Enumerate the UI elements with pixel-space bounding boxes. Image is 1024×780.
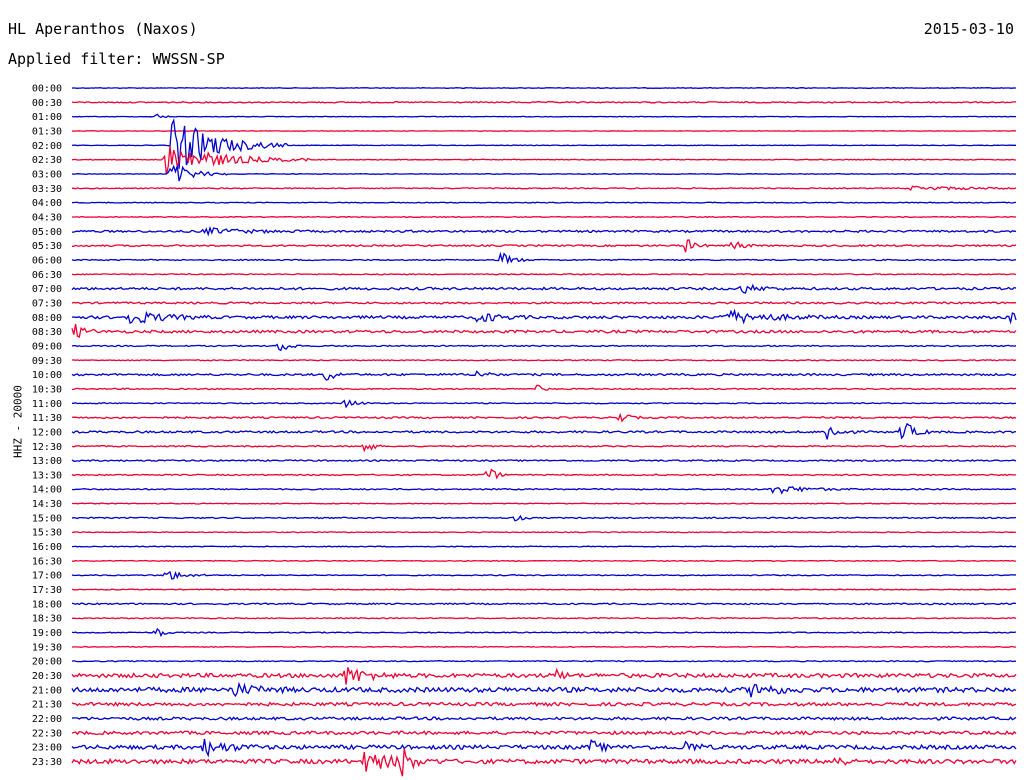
seismic-trace: [71, 323, 1017, 338]
seismic-trace: [71, 118, 1016, 169]
seismic-trace: [71, 370, 1017, 381]
row-time-label: 08:30: [32, 327, 62, 338]
seismic-trace: [71, 738, 1017, 758]
row-time-label: 02:30: [32, 155, 62, 166]
row-time-label: 06:00: [32, 255, 62, 266]
row-time-label: 17:00: [32, 571, 62, 582]
row-time-label: 04:00: [32, 198, 62, 209]
seismic-trace: [71, 748, 1017, 777]
row-time-label: 18:30: [32, 614, 62, 625]
seismic-trace: [71, 412, 1017, 423]
row-time-label: 09:00: [32, 341, 62, 352]
seismic-trace: [72, 239, 1017, 253]
seismic-trace: [72, 399, 1016, 409]
seismic-trace: [71, 185, 1017, 191]
seismic-trace: [71, 459, 1017, 463]
seismic-trace: [71, 384, 1017, 391]
row-time-label: 01:30: [32, 126, 62, 137]
row-time-label: 17:30: [32, 585, 62, 596]
row-time-label: 09:30: [32, 356, 62, 367]
row-time-label: 07:30: [32, 298, 62, 309]
seismic-trace: [71, 570, 1017, 580]
seismic-trace: [71, 545, 1017, 548]
row-time-label: 22:30: [32, 728, 62, 739]
row-time-label: 12:00: [32, 427, 62, 438]
seismic-trace: [71, 502, 1017, 505]
row-time-label: 19:00: [32, 628, 62, 639]
seismic-trace: [71, 301, 1017, 305]
seismic-trace: [71, 667, 1017, 685]
row-time-label: 15:30: [32, 528, 62, 539]
seismic-trace: [71, 716, 1017, 721]
row-time-label: 10:00: [32, 370, 62, 381]
seismic-trace: [71, 164, 1017, 182]
row-time-label: 05:30: [32, 241, 62, 252]
seismic-trace: [71, 145, 1017, 175]
row-time-label: 20:30: [32, 671, 62, 682]
seismic-trace: [71, 273, 1017, 276]
seismic-trace: [71, 616, 1017, 620]
row-time-label: 21:30: [32, 700, 62, 711]
seismic-trace: [71, 113, 1017, 119]
row-time-label: 19:30: [32, 642, 62, 653]
seismic-trace: [71, 422, 1017, 440]
row-time-label: 23:00: [32, 743, 62, 754]
row-time-label: 12:30: [32, 442, 62, 453]
row-time-label: 15:00: [32, 513, 62, 524]
row-time-label: 03:00: [32, 169, 62, 180]
row-time-label: 16:00: [32, 542, 62, 553]
row-time-label: 14:00: [32, 485, 62, 496]
row-time-label: 21:00: [32, 685, 62, 696]
seismic-trace: [71, 308, 1017, 325]
seismic-trace: [71, 343, 1017, 352]
seismic-trace: [71, 100, 1017, 104]
row-time-label: 14:30: [32, 499, 62, 510]
date-label: 2015-03-10: [923, 20, 1014, 38]
row-time-label: 00:30: [32, 98, 62, 109]
row-time-label: 10:30: [32, 384, 62, 395]
seismic-trace: [71, 659, 1017, 663]
row-time-label: 00:00: [32, 84, 62, 95]
row-time-label: 22:00: [32, 714, 62, 725]
seismic-trace: [71, 359, 1017, 362]
row-time-label: 02:00: [32, 141, 62, 152]
seismic-trace: [71, 681, 1017, 698]
row-time-label: 11:00: [32, 399, 62, 410]
station-title: HL Aperanthos (Naxos): [8, 20, 198, 38]
row-time-label: 08:00: [32, 313, 62, 324]
seismic-trace: [71, 514, 1017, 522]
row-time-label: 18:00: [32, 599, 62, 610]
row-time-label: 23:30: [32, 757, 62, 768]
seismic-trace: [72, 225, 1017, 237]
filter-subtitle: Applied filter: WWSSN-SP: [8, 50, 225, 68]
seismic-trace: [72, 559, 1016, 563]
row-time-label: 16:30: [32, 556, 62, 567]
seismic-trace: [71, 588, 1016, 591]
seismic-trace: [71, 645, 1017, 649]
row-time-label: 07:00: [32, 284, 62, 295]
row-time-label: 04:30: [32, 212, 62, 223]
seismic-trace: [71, 283, 1017, 294]
seismic-trace: [71, 443, 1017, 453]
seismic-trace: [71, 251, 1017, 265]
seismic-trace: [71, 486, 1017, 495]
row-time-label: 11:30: [32, 413, 62, 424]
row-time-label: 05:00: [32, 227, 62, 238]
seismic-trace: [71, 215, 1017, 219]
seismic-trace: [71, 468, 1016, 480]
seismic-trace: [71, 87, 1017, 89]
row-time-label: 13:00: [32, 456, 62, 467]
row-time-label: 01:00: [32, 112, 62, 123]
row-time-label: 03:30: [32, 184, 62, 195]
row-time-label: 13:30: [32, 470, 62, 481]
seismic-trace: [71, 201, 1017, 204]
seismic-trace: [71, 627, 1017, 638]
seismic-trace: [71, 701, 1017, 708]
seismic-trace: [71, 730, 1017, 736]
seismic-trace: [71, 602, 1017, 606]
row-time-label: 06:30: [32, 270, 62, 281]
seismic-trace: [71, 531, 1017, 534]
row-time-label: 20:00: [32, 657, 62, 668]
